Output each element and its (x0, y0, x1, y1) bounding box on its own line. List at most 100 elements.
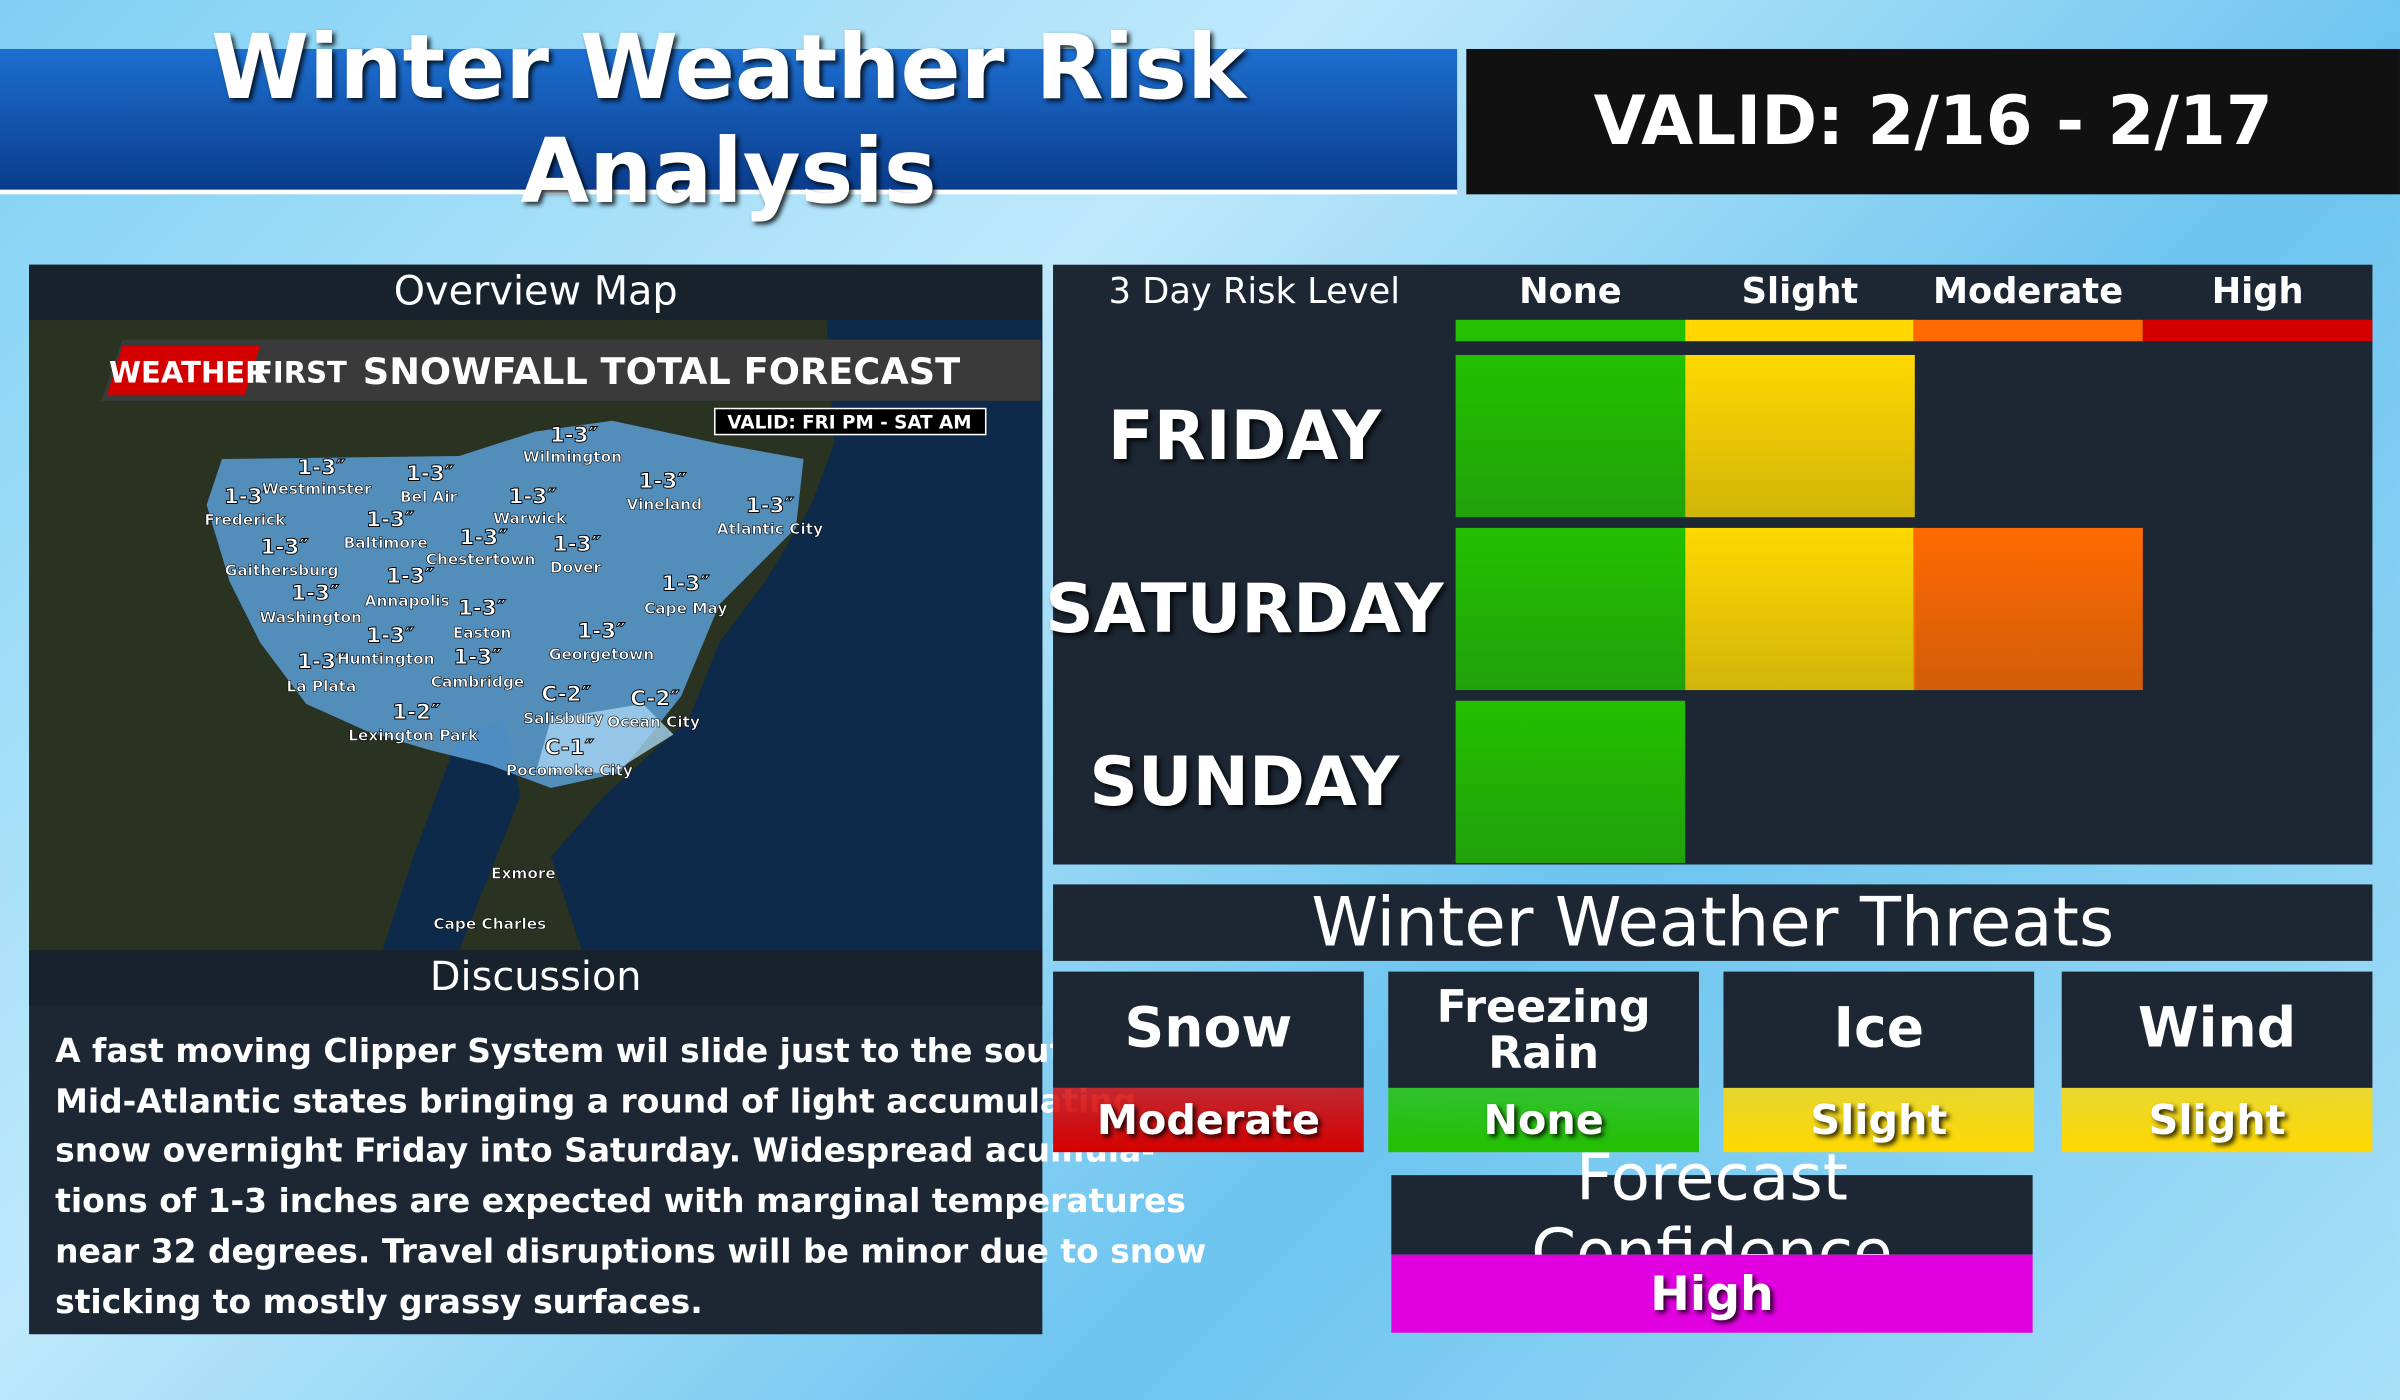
city-label: Baltimore (344, 534, 428, 552)
city-label: Washington (259, 609, 361, 627)
risk-level-label: Moderate (1932, 272, 2124, 313)
snow-amount: 1-3″ (406, 461, 455, 486)
city-label: Wilmington (523, 448, 622, 466)
risk-level-label: High (2211, 272, 2304, 313)
risk-cell (1455, 527, 1686, 691)
map-valid: VALID: FRI PM - SAT AM (727, 412, 971, 433)
title: Winter Weather Risk Analysis (0, 15, 1458, 223)
snow-amount: 1-3″ (662, 572, 711, 597)
city-label: Huntington (337, 650, 435, 668)
snow-amount: 1-2″ (392, 700, 441, 725)
brand-text: FIRST (253, 356, 347, 390)
risk-level-label: None (1519, 272, 1622, 313)
threats-title: Winter Weather Threats (1053, 884, 2373, 962)
city-label: Gaithersburg (225, 561, 339, 579)
map-valid-box (714, 407, 987, 436)
city-label: Atlantic City (717, 520, 823, 538)
city-label: Westminster (262, 480, 372, 498)
discussion-title: Discussion (29, 950, 1043, 1006)
city-label: Georgetown (549, 645, 654, 663)
snow-area (206, 420, 804, 789)
city-label: Pocomoke City (506, 762, 633, 780)
snow-amount: C-2″ (630, 686, 680, 711)
city-label: Easton (453, 624, 512, 642)
snow-amount: 1-3″ (224, 484, 273, 509)
snow-amount: 1-3″ (577, 619, 626, 644)
snow-amount: 1-3″ (261, 535, 310, 560)
confidence-level: High (1391, 1254, 2033, 1333)
discussion-line: near 32 degrees. Travel disruptions will… (55, 1232, 1207, 1272)
snow-amount: 1-3″ (509, 484, 558, 509)
city-label: Cape Charles (433, 915, 546, 933)
risk-level-strip (1685, 319, 1915, 342)
snow-amount: 1-3″ (453, 645, 502, 670)
city-label: Dover (550, 558, 602, 576)
city-label: Salisbury (523, 710, 603, 728)
city-label: Exmore (491, 864, 556, 882)
threat-name: Freezing Rain (1388, 971, 1699, 1088)
city-label: Frederick (205, 511, 287, 529)
threat-level: Moderate (1053, 1087, 1364, 1153)
discussion-line: Mid-Atlantic states bringing a round of … (55, 1082, 1137, 1122)
threat-name: Ice (1723, 971, 2035, 1088)
discussion-line: tions of 1-3 inches are expected with ma… (55, 1182, 1186, 1222)
risk-level-label: Slight (1741, 272, 1859, 313)
snow-amount: 1-3″ (460, 526, 509, 551)
risk-cell (1455, 354, 1686, 518)
discussion-line: A fast moving Clipper System wil slide j… (55, 1032, 1210, 1072)
risk-level-strip (1455, 319, 1686, 342)
map-banner (101, 339, 1041, 401)
overview-title: Overview Map (29, 264, 1043, 320)
threat-level: Slight (1723, 1087, 2035, 1153)
bay (382, 719, 521, 951)
snow-amount: 1-3″ (297, 650, 346, 675)
day-name: SATURDAY (1045, 569, 1444, 648)
day-name: SUNDAY (1089, 742, 1400, 821)
ocean (551, 319, 1043, 951)
risk-cell (1455, 700, 1686, 863)
discussion-line: snow overnight Friday into Saturday. Wid… (55, 1132, 1155, 1172)
risk-title: 3 Day Risk Level (1108, 272, 1401, 313)
threat-name: Wind (2061, 971, 2373, 1088)
day-name: FRIDAY (1107, 397, 1382, 476)
city-label: Chestertown (426, 551, 536, 569)
snow-amount: 1-3″ (366, 624, 415, 649)
city-label: Bel Air (400, 488, 458, 506)
map-title: SNOWFALL TOTAL FORECAST (363, 350, 960, 393)
confidence-title: Forecast Confidence (1391, 1140, 2033, 1290)
city-label: Warwick (493, 509, 567, 527)
threat-name: Snow (1053, 971, 1364, 1088)
city-label: Lexington Park (348, 727, 479, 745)
discussion-text: A fast moving Clipper System wil slide j… (55, 1028, 1210, 1328)
light-snow-area (535, 703, 674, 773)
discussion-line: sticking to mostly grassy surfaces. (55, 1283, 703, 1322)
snow-amount: 1-3″ (639, 469, 688, 494)
threat-level: None (1388, 1087, 1699, 1153)
snow-amount: 1-3″ (746, 494, 795, 519)
snow-amount: 1-3″ (553, 532, 602, 557)
snow-amount: 1-3″ (297, 455, 346, 480)
city-label: La Plata (287, 678, 357, 696)
risk-level-strip (2142, 319, 2373, 342)
city-label: Cape May (644, 600, 727, 618)
snow-amount: 1-3″ (550, 423, 599, 448)
risk-cell (1685, 354, 1915, 518)
snow-amount: C-1″ (545, 735, 595, 760)
valid-dates: VALID: 2/16 - 2/17 (1466, 48, 2400, 195)
snow-amount: 1-3″ (458, 596, 507, 621)
risk-cell (1685, 527, 1915, 691)
snow-amount: 1-3″ (386, 564, 435, 589)
risk-cell (1913, 527, 2143, 691)
snow-amount: 1-3″ (366, 507, 415, 532)
city-label: Cambridge (431, 673, 525, 691)
city-label: Vineland (627, 496, 702, 514)
risk-level-strip (1913, 319, 2143, 342)
threat-level: Slight (2061, 1087, 2373, 1153)
city-label: Ocean City (607, 713, 700, 731)
city-label: Annapolis (365, 592, 450, 610)
snow-amount: C-2″ (542, 682, 592, 707)
snow-amount: 1-3″ (291, 581, 340, 606)
brand-red (107, 345, 261, 395)
brand-text: WEATHER (109, 356, 268, 390)
